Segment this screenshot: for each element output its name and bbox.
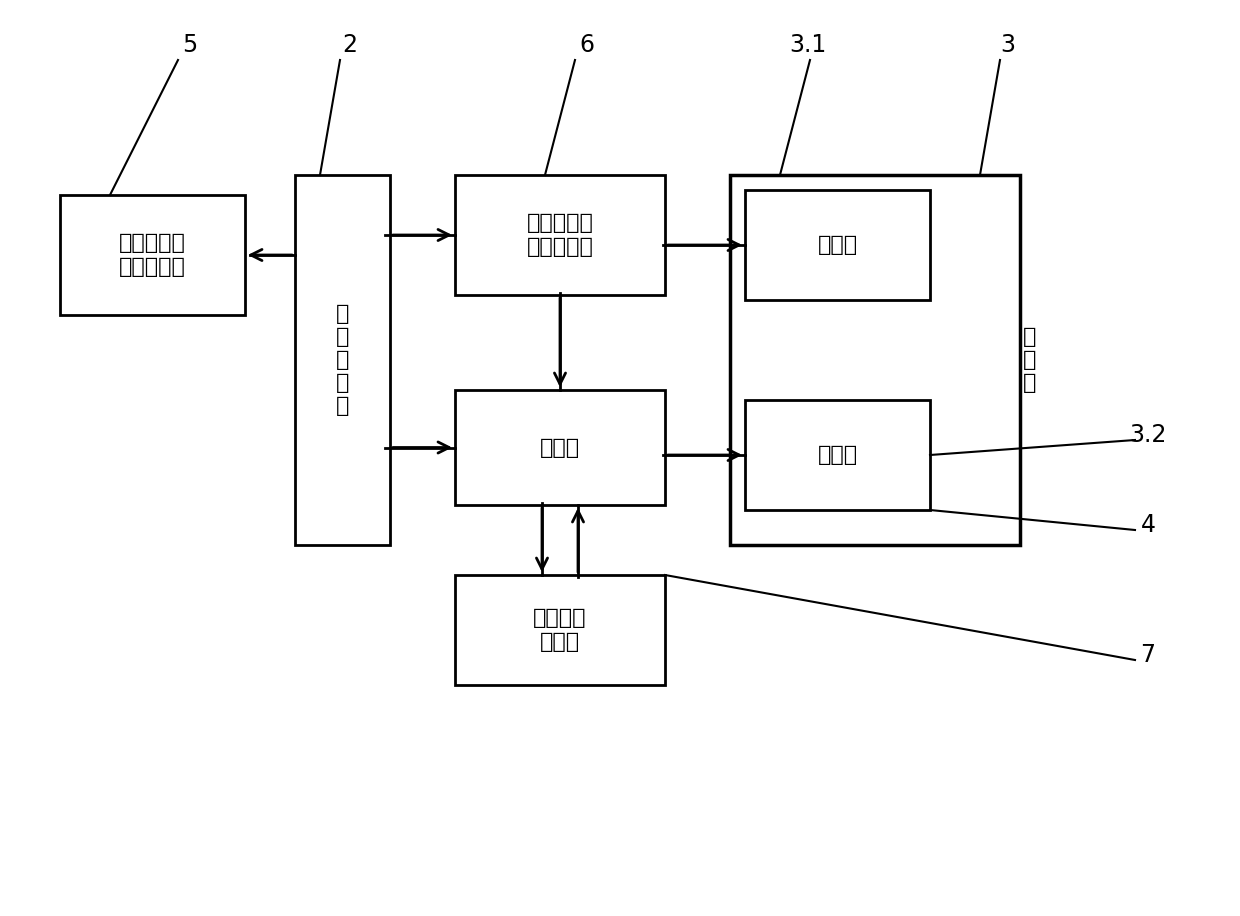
- Bar: [730, 175, 1021, 545]
- Bar: [60, 195, 246, 315]
- Text: 4: 4: [1141, 513, 1156, 537]
- Bar: [745, 190, 930, 300]
- Bar: [455, 390, 665, 505]
- Text: 3.1: 3.1: [790, 33, 827, 57]
- Bar: [745, 400, 930, 510]
- Bar: [455, 575, 665, 685]
- Text: 警
示
器: 警 示 器: [1023, 327, 1037, 393]
- Text: 5: 5: [182, 33, 197, 57]
- Text: 6: 6: [579, 33, 594, 57]
- Bar: [455, 175, 665, 295]
- Text: 2: 2: [342, 33, 357, 57]
- Text: 显示屏: 显示屏: [817, 445, 858, 465]
- Bar: [295, 175, 391, 545]
- Text: 太
阳
能
电
池: 太 阳 能 电 池: [336, 303, 350, 417]
- Text: 对射型光电
开关接收器: 对射型光电 开关接收器: [527, 213, 594, 256]
- Text: 单片机: 单片机: [539, 438, 580, 457]
- Text: 7: 7: [1141, 643, 1156, 667]
- Text: 对射型光电
开关发射器: 对射型光电 开关发射器: [119, 234, 186, 277]
- Text: 3: 3: [1001, 33, 1016, 57]
- Text: 高速公路
监控网: 高速公路 监控网: [533, 608, 587, 651]
- Text: 黄闪灯: 黄闪灯: [817, 235, 858, 255]
- Text: 3.2: 3.2: [1130, 423, 1167, 447]
